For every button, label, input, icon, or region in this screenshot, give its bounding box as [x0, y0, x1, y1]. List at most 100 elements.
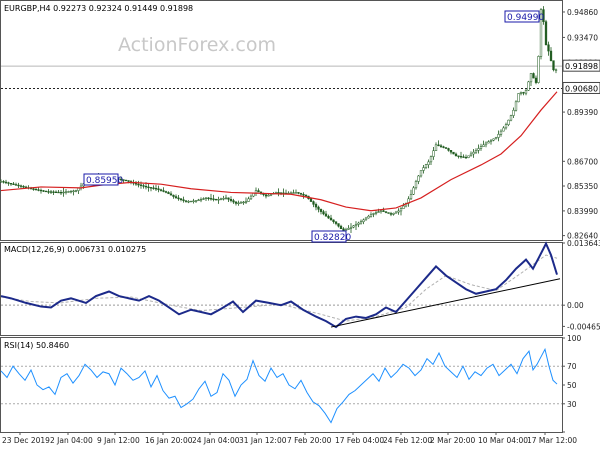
candle-body: [379, 210, 383, 212]
candle-body: [197, 199, 200, 202]
candle-body: [349, 226, 353, 229]
candle-body: [149, 187, 153, 189]
candle-body: [482, 144, 485, 147]
candle-body: [409, 193, 413, 200]
candle-body: [517, 93, 520, 103]
candle-body: [507, 119, 510, 125]
candle-body: [359, 221, 363, 224]
candle-body: [504, 124, 508, 129]
candle-body: [24, 186, 28, 188]
candle-body: [264, 194, 268, 197]
candle-body: [302, 193, 305, 196]
candle-body: [437, 144, 440, 147]
candle-body: [324, 213, 328, 217]
candle-body: [47, 191, 50, 193]
candle-body: [422, 167, 425, 171]
rsi-y-tick-label: 100: [567, 334, 582, 343]
candle-body: [269, 193, 273, 196]
candle-body: [374, 212, 378, 214]
candle-body: [184, 200, 188, 202]
candle-body: [74, 190, 78, 192]
candle-body: [524, 89, 528, 94]
candle-body: [242, 201, 245, 204]
candle-body: [522, 92, 525, 94]
macd-y-tick-label: 0.00: [567, 301, 584, 310]
candle-body: [549, 50, 553, 61]
x-tick-label: 9 Jan 12:00: [97, 436, 140, 445]
candle-body: [212, 198, 215, 200]
candle-body: [469, 153, 473, 157]
candle-body: [364, 217, 368, 221]
candle-body: [2, 181, 5, 183]
candle-body: [487, 141, 490, 144]
annotation-box: [311, 230, 347, 243]
candle-body: [72, 190, 75, 192]
macd-trendline: [330, 278, 561, 328]
candle-body: [527, 81, 530, 91]
candle-body: [37, 189, 40, 191]
candle-body: [554, 69, 558, 71]
x-tick-label: 7 Feb 20:00: [287, 436, 332, 445]
candle-body: [44, 190, 48, 193]
candle-body: [147, 186, 150, 188]
macd-panel: 0.013643 0.00 -0.004654: [0, 239, 600, 331]
candle-body: [309, 198, 313, 202]
candle-body: [187, 201, 190, 203]
candle-body: [127, 180, 130, 182]
candle-body: [454, 153, 458, 157]
candle-body: [299, 193, 303, 195]
candle-body: [39, 189, 43, 192]
candle-body: [4, 181, 8, 184]
candle-body: [337, 223, 340, 227]
candle-body: [57, 191, 60, 194]
candle-body: [394, 211, 398, 214]
candle-body: [442, 146, 445, 148]
candle-body: [22, 186, 25, 188]
candle-body: [334, 221, 338, 224]
price-y-tick-label: 0.83990: [567, 207, 598, 216]
candle-body: [304, 194, 308, 197]
candle-body: [207, 197, 210, 199]
x-tick-label: 17 Feb 04:00: [335, 436, 384, 445]
candle-body: [382, 210, 385, 212]
candle-body: [459, 156, 463, 158]
candle-body: [297, 192, 300, 194]
candle-body: [472, 151, 475, 155]
annotation-box: [83, 173, 119, 186]
candle-body: [292, 192, 295, 194]
candle-body: [239, 202, 243, 204]
candle-body: [457, 155, 460, 157]
annotation-label: 0.85950: [86, 176, 123, 186]
candle-body: [219, 198, 223, 200]
candle-body: [164, 191, 168, 193]
current-price-label: 0.91898: [565, 62, 598, 71]
candle-body: [532, 73, 535, 79]
candle-body: [414, 181, 418, 189]
candle-body: [194, 200, 198, 202]
candle-body: [249, 195, 253, 200]
candle-body: [397, 210, 400, 213]
candle-body: [189, 200, 193, 203]
price-y-tick-label: 0.86700: [567, 157, 598, 166]
macd-line: [0, 241, 558, 329]
candle-body: [152, 187, 155, 189]
candle-body: [497, 134, 500, 138]
candle-body: [539, 9, 543, 57]
candle-body: [0, 181, 3, 183]
candle-body: [389, 213, 393, 215]
candle-body: [214, 199, 218, 201]
candle-body: [62, 191, 65, 194]
candle-body: [467, 155, 470, 158]
candle-body: [192, 200, 195, 202]
candle-body: [509, 115, 513, 121]
candle-body: [182, 199, 185, 201]
candle-body: [347, 228, 350, 230]
candle-body: [222, 198, 225, 200]
candle-body: [167, 192, 170, 195]
candle-body: [34, 188, 38, 191]
candle-body: [64, 191, 68, 193]
candle-body: [172, 194, 175, 197]
candle-body: [352, 225, 355, 228]
candle-body: [69, 190, 73, 193]
x-tick-label: 31 Jan 12:00: [239, 436, 287, 445]
